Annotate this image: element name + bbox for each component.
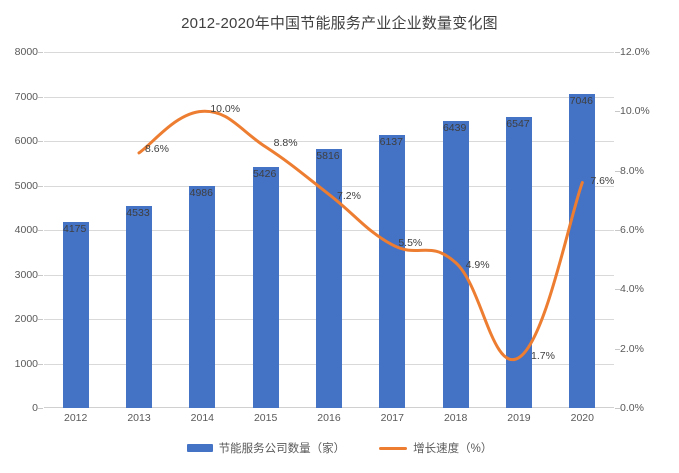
- left-axis-tick: [38, 141, 43, 142]
- line-value-label: 8.8%: [273, 136, 298, 149]
- x-axis-tick-label: 2018: [443, 412, 468, 424]
- left-axis-tick-label: 2000: [14, 312, 38, 325]
- growth-line-path[interactable]: [137, 109, 584, 362]
- bar[interactable]: [569, 94, 596, 408]
- x-axis-tick-label: 2015: [253, 412, 278, 424]
- left-axis-tick-label: 6000: [14, 134, 38, 147]
- bar[interactable]: [315, 149, 342, 408]
- legend-bar-swatch-icon: [186, 444, 213, 452]
- line-value-label: 7.6%: [590, 174, 615, 187]
- right-axis-labels: 0.0% 2.0% 4.0% 6.0% 8.0% 10.0% 12.0%: [620, 47, 676, 413]
- bar-value-label: 4533: [126, 207, 150, 220]
- x-axis-tick-label: 2017: [380, 412, 404, 424]
- left-axis-tick: [38, 274, 43, 276]
- bar[interactable]: [252, 166, 279, 408]
- left-axis-tick: [38, 319, 43, 320]
- right-axis-tick: [615, 170, 620, 172]
- right-axis-tick: [615, 52, 620, 53]
- bar-value-label: 6137: [379, 135, 403, 148]
- bar-series: 4175 4533 4986 5426 5816 6137 6439 6547 7046: [44, 52, 614, 408]
- gridline: [44, 52, 614, 53]
- x-axis-labels: 2012 2013 2014 2015 2016 2017 2018 2019 2020: [44, 412, 614, 432]
- left-axis-tick-label: 5000: [14, 179, 38, 192]
- x-axis-tick-label: 2012: [63, 412, 88, 424]
- legend-item-company-count[interactable]: 节能服务公司数量（家）: [186, 440, 346, 456]
- bar-slot: 6137: [361, 52, 424, 408]
- bar[interactable]: [442, 121, 469, 408]
- line-value-label: 10.0%: [210, 103, 241, 116]
- left-axis-tick-label: 7000: [14, 90, 38, 103]
- left-axis-tick-label: 8000: [14, 45, 38, 58]
- line-value-label: 5.5%: [398, 236, 423, 249]
- x-axis-tick-label: 2014: [190, 412, 214, 424]
- right-axis-tick: [615, 408, 620, 409]
- line-value-label: 4.9%: [465, 258, 490, 271]
- bar-slot: 5816: [297, 52, 360, 408]
- line-value-label: 1.7%: [531, 349, 555, 362]
- bar-value-label: 5816: [316, 150, 340, 163]
- line-value-label: 8.6%: [145, 142, 169, 155]
- line-value-label: 7.2%: [337, 190, 361, 203]
- right-axis-tick-label: 10.0%: [620, 105, 650, 118]
- bar-slot: 5426: [234, 52, 297, 408]
- bar-value-label: 5426: [252, 167, 277, 180]
- right-axis-tick-label: 6.0%: [620, 223, 644, 236]
- bar[interactable]: [62, 222, 89, 408]
- right-axis-tick-label: 12.0%: [620, 45, 650, 58]
- chart-title: 2012-2020年中国节能服务产业企业数量变化图: [181, 15, 498, 32]
- legend-line-swatch-icon: [379, 446, 408, 450]
- left-axis-tick: [38, 363, 43, 365]
- left-axis-tick-label: 1000: [14, 357, 38, 370]
- legend-label: 增长速度（%）: [413, 443, 493, 455]
- right-axis-tick: [615, 348, 620, 350]
- right-axis-tick: [615, 289, 620, 291]
- bar[interactable]: [379, 134, 406, 408]
- left-axis-tick: [38, 185, 43, 187]
- x-axis-tick-label: 2019: [507, 412, 531, 424]
- right-axis-tick-label: 2.0%: [620, 342, 644, 355]
- right-axis-tick-label: 8.0%: [620, 164, 644, 177]
- chart-legend: 节能服务公司数量（家） 增长速度（%）: [0, 440, 679, 456]
- bar-slot: 4175: [44, 52, 107, 408]
- bar-slot: 6439: [424, 52, 487, 408]
- x-axis-tick-label: 2016: [317, 412, 341, 424]
- bar-slot: 4533: [107, 52, 170, 408]
- growth-line-series: [137, 109, 584, 362]
- left-axis-tick: [38, 96, 43, 98]
- right-axis-tick: [615, 230, 620, 231]
- bar-value-label: 6547: [506, 117, 530, 130]
- right-axis-tick-label: 0.0%: [620, 401, 644, 414]
- left-axis-tick-label: 4000: [14, 223, 38, 236]
- legend-label: 节能服务公司数量（家）: [218, 443, 346, 455]
- plot-area: 4175 4533 4986 5426 5816 6137 6439 6547 7046 8.6…: [38, 52, 620, 409]
- bar-slot: 7046: [551, 52, 614, 408]
- bar[interactable]: [189, 186, 216, 408]
- bar-value-label: 6439: [442, 122, 467, 135]
- bar-slot: 4986: [171, 52, 234, 408]
- right-axis-tick: [615, 111, 620, 113]
- legend-item-growth-rate[interactable]: 增长速度（%）: [379, 440, 492, 456]
- left-axis-tick: [38, 52, 43, 53]
- bar[interactable]: [125, 206, 152, 408]
- left-axis-tick-label: 0: [32, 401, 38, 414]
- left-axis-tick: [38, 408, 43, 409]
- bar-value-label: 7046: [569, 95, 593, 108]
- x-axis-tick-label: 2013: [127, 412, 151, 424]
- gridline: [44, 96, 614, 98]
- x-axis-tick-label: 2020: [570, 412, 594, 424]
- left-axis-tick-label: 3000: [14, 268, 38, 281]
- right-axis-tick-label: 4.0%: [620, 283, 644, 296]
- bar-value-label: 4175: [62, 223, 87, 236]
- left-axis-labels: 0 1000 2000 3000 4000 5000 6000 7000 8000: [0, 47, 38, 413]
- gridline: [44, 141, 614, 142]
- bar-value-label: 4986: [189, 187, 213, 200]
- left-axis-tick: [38, 230, 43, 231]
